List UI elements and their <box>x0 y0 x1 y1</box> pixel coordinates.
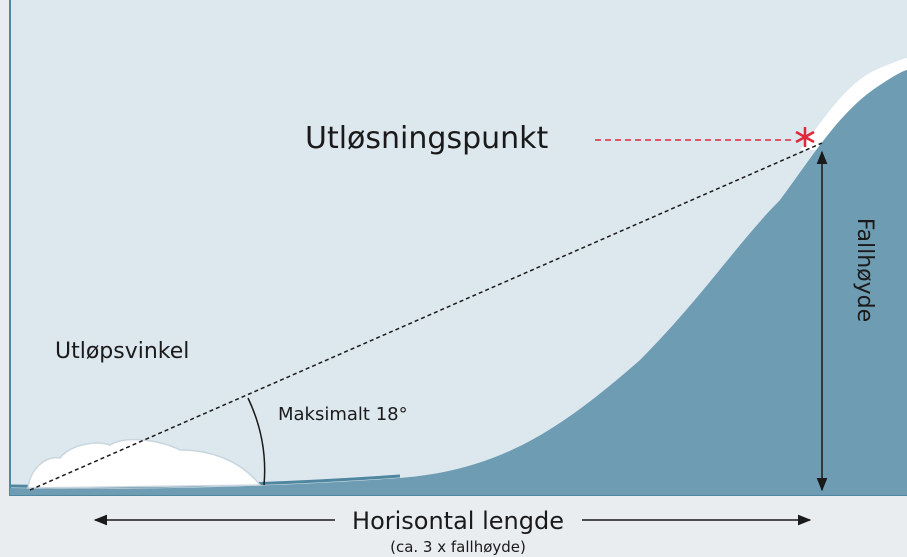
length-note: (ca. 3 x fallhøyde) <box>390 538 526 556</box>
height-label: Fallhøyde <box>852 218 877 322</box>
release-label: Utløsningspunkt <box>305 121 549 156</box>
runout-label: Utløpsvinkel <box>55 339 189 364</box>
diagram: Utløsningspunkt Utløpsvinkel Maksimalt 1… <box>0 0 907 557</box>
page: {"labels": {"release_point": "Utløsnings… <box>0 0 907 557</box>
angle-label: Maksimalt 18° <box>278 404 408 425</box>
length-label: Horisontal lengde <box>352 507 564 535</box>
